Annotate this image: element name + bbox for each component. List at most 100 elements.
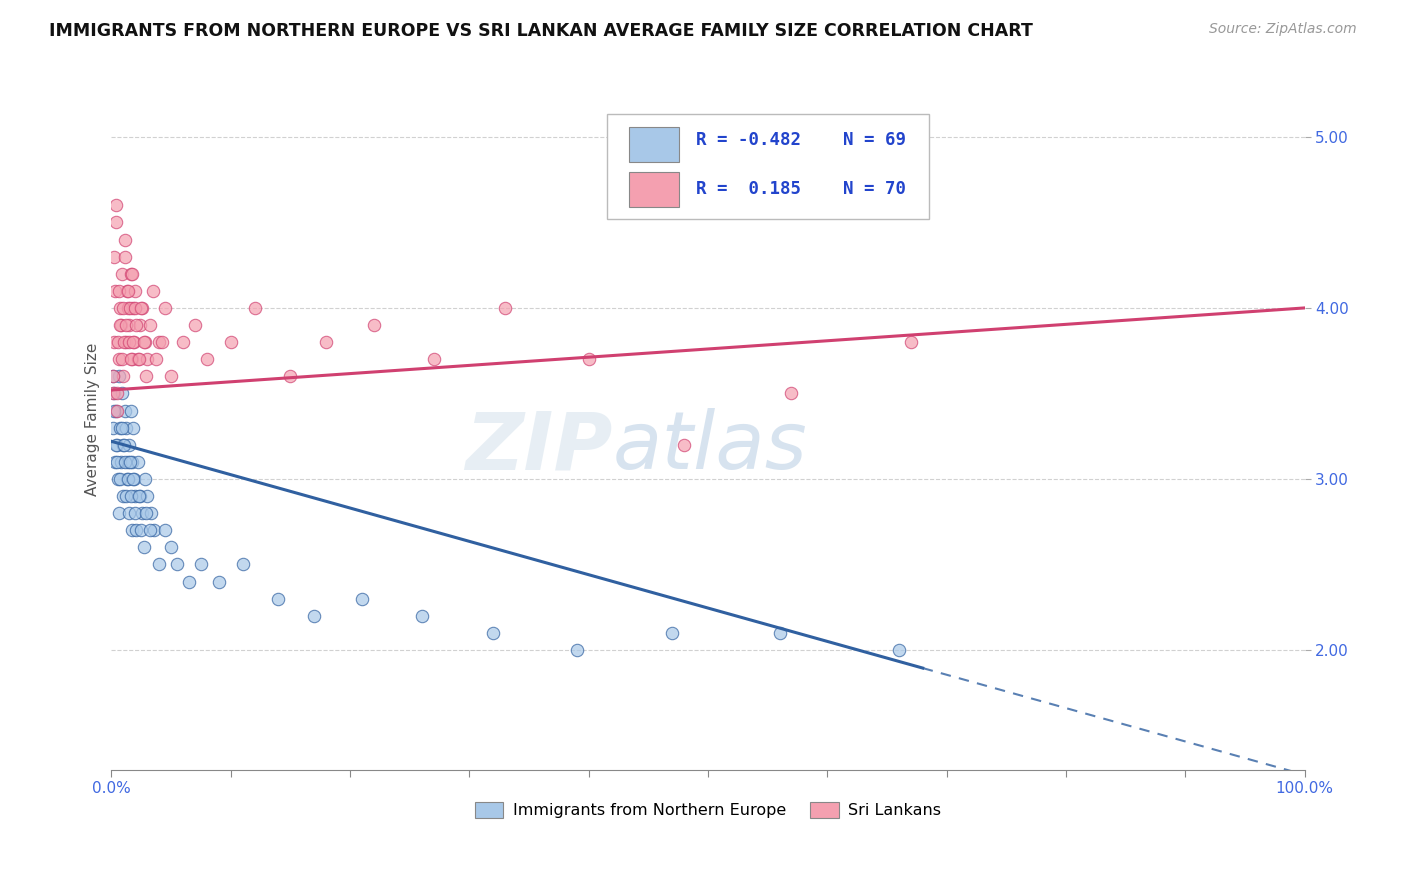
Point xyxy=(118,506,141,520)
Point xyxy=(108,284,131,298)
Point xyxy=(117,472,139,486)
Point xyxy=(114,403,136,417)
Text: Source: ZipAtlas.com: Source: ZipAtlas.com xyxy=(1209,22,1357,37)
Point xyxy=(120,489,142,503)
Point xyxy=(124,301,146,315)
Point xyxy=(105,215,128,229)
Point xyxy=(128,352,150,367)
Point xyxy=(134,472,156,486)
Point xyxy=(177,574,200,589)
Point xyxy=(219,335,242,350)
Point xyxy=(114,233,136,247)
Point xyxy=(103,403,125,417)
Point xyxy=(105,455,128,469)
Point xyxy=(887,643,910,657)
Point xyxy=(121,267,143,281)
Point xyxy=(315,335,337,350)
Point xyxy=(138,318,160,332)
Point xyxy=(115,318,138,332)
Y-axis label: Average Family Size: Average Family Size xyxy=(86,343,100,496)
Point xyxy=(117,301,139,315)
Point xyxy=(243,301,266,315)
Point xyxy=(129,489,152,503)
Point xyxy=(143,523,166,537)
Point xyxy=(124,489,146,503)
Point xyxy=(103,250,125,264)
FancyBboxPatch shape xyxy=(606,114,929,219)
Point xyxy=(118,301,141,315)
Point xyxy=(195,352,218,367)
Point xyxy=(125,318,148,332)
Point xyxy=(131,506,153,520)
Point xyxy=(112,335,135,350)
Point xyxy=(129,301,152,315)
Point xyxy=(103,386,125,401)
Point xyxy=(578,352,600,367)
Point xyxy=(121,352,143,367)
Point xyxy=(114,250,136,264)
Point xyxy=(768,625,790,640)
Point xyxy=(153,301,176,315)
Point xyxy=(190,558,212,572)
Point xyxy=(115,489,138,503)
Point xyxy=(118,335,141,350)
Point xyxy=(112,438,135,452)
Point xyxy=(304,608,326,623)
Point xyxy=(120,267,142,281)
Point xyxy=(108,506,131,520)
Point xyxy=(153,523,176,537)
Point xyxy=(124,506,146,520)
Point xyxy=(350,591,373,606)
Point xyxy=(107,352,129,367)
Point xyxy=(494,301,516,315)
Point xyxy=(673,438,696,452)
FancyBboxPatch shape xyxy=(630,128,679,162)
Point xyxy=(110,455,132,469)
Point xyxy=(565,643,588,657)
Point xyxy=(166,558,188,572)
Point xyxy=(114,335,136,350)
Point xyxy=(160,541,183,555)
Point xyxy=(780,386,803,401)
Point xyxy=(124,284,146,298)
Point xyxy=(105,403,128,417)
Point xyxy=(145,352,167,367)
Point xyxy=(121,523,143,537)
Point xyxy=(135,369,157,384)
Text: R =  0.185    N = 70: R = 0.185 N = 70 xyxy=(696,180,905,198)
Point xyxy=(411,608,433,623)
Point xyxy=(138,523,160,537)
Point xyxy=(128,489,150,503)
Point xyxy=(150,335,173,350)
Point xyxy=(132,335,155,350)
Point xyxy=(105,403,128,417)
Point xyxy=(104,438,127,452)
Point xyxy=(132,541,155,555)
Point xyxy=(900,335,922,350)
Point xyxy=(422,352,444,367)
Point xyxy=(104,284,127,298)
Point xyxy=(111,301,134,315)
Point xyxy=(267,591,290,606)
Point xyxy=(122,472,145,486)
Point xyxy=(139,506,162,520)
Point xyxy=(136,352,159,367)
Point xyxy=(111,267,134,281)
Point xyxy=(114,420,136,434)
Point xyxy=(107,369,129,384)
Point xyxy=(184,318,207,332)
Point xyxy=(118,318,141,332)
Point xyxy=(280,369,302,384)
Point xyxy=(104,455,127,469)
Point xyxy=(103,369,125,384)
Point xyxy=(129,523,152,537)
Point xyxy=(118,455,141,469)
Point xyxy=(108,301,131,315)
Point xyxy=(148,335,170,350)
Point xyxy=(134,335,156,350)
Point xyxy=(103,369,125,384)
Point xyxy=(363,318,385,332)
Point xyxy=(122,335,145,350)
Text: IMMIGRANTS FROM NORTHERN EUROPE VS SRI LANKAN AVERAGE FAMILY SIZE CORRELATION CH: IMMIGRANTS FROM NORTHERN EUROPE VS SRI L… xyxy=(49,22,1033,40)
Point xyxy=(208,574,231,589)
